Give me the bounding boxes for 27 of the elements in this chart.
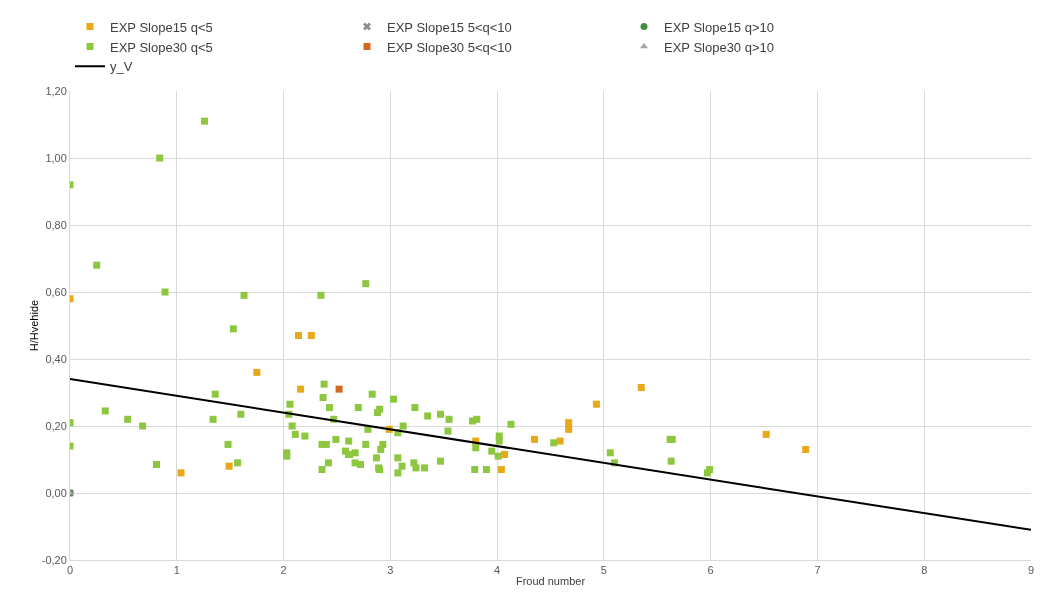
y-tick-label: 0,80	[45, 218, 67, 231]
x-tick-label: 2	[280, 564, 287, 577]
legend-label: EXP Slope30 q<5	[110, 39, 213, 55]
x-tick-label: 1	[173, 564, 180, 577]
legend-label: EXP Slope30 5<q<10	[387, 39, 512, 55]
x-tick-label: 0	[66, 564, 74, 577]
x-tick-label: 5	[600, 564, 607, 577]
y-tick-label: 0,00	[45, 486, 67, 499]
x-tick-label: 3	[387, 564, 394, 577]
legend-label: EXP Slope15 5<q<10	[387, 19, 512, 35]
y-axis-title: H/Hvehide	[28, 299, 40, 352]
y-tick-label: 0,40	[45, 352, 67, 365]
x-tick-label: 4	[494, 564, 501, 577]
legend-label: EXP Slope15 q<5	[110, 19, 213, 35]
y-tick-label: 1,20	[45, 84, 67, 97]
legend-label: EXP Slope15 q>10	[664, 19, 774, 35]
legend-label: y_V	[110, 59, 133, 75]
legend-label: EXP Slope30 q>10	[664, 39, 774, 55]
x-tick-label: 9	[1027, 564, 1035, 577]
x-tick-label: 8	[921, 564, 928, 577]
x-axis-title: Froud number	[515, 575, 586, 588]
y-tick-label: 1,00	[45, 151, 67, 164]
x-tick-label: 7	[814, 564, 821, 577]
y-tick-label: -0,20	[41, 553, 67, 566]
x-tick-label: 6	[707, 564, 714, 577]
y-tick-label: 0,20	[45, 419, 67, 432]
y-tick-label: 0,60	[45, 285, 67, 298]
